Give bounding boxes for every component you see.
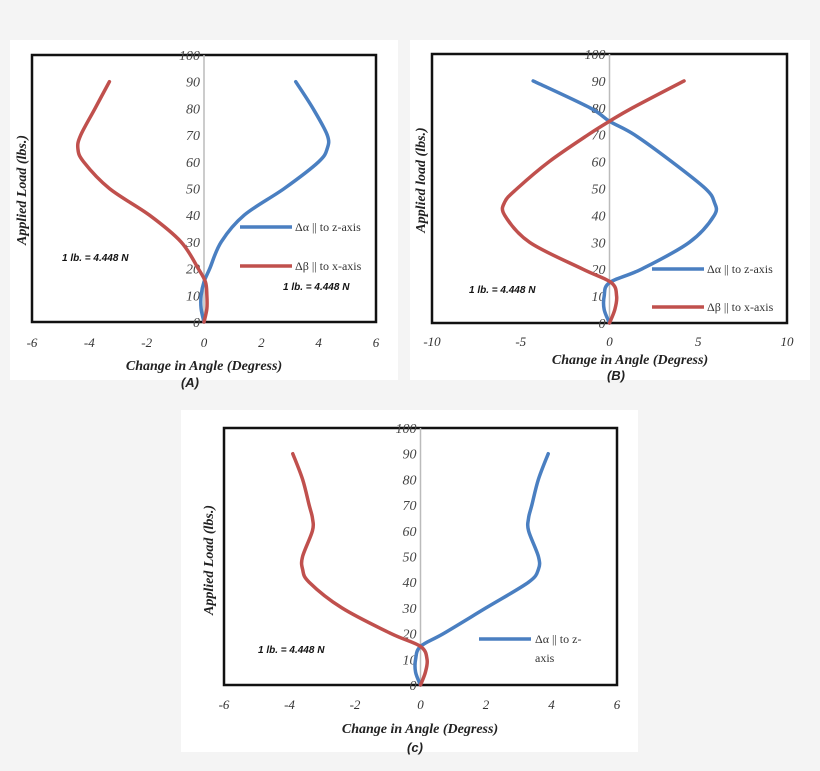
unit-note: 1 lb. = 4.448 N — [62, 253, 129, 264]
series-line-0 — [531, 79, 719, 325]
x-tick-label: -5 — [515, 334, 526, 349]
y-tick-label: 0 — [193, 316, 200, 331]
y-tick-label: 60 — [403, 525, 417, 540]
unit-note: 1 lb. = 4.448 N — [283, 282, 350, 293]
y-tick-label: 40 — [186, 209, 200, 224]
x-tick-label: -6 — [27, 335, 38, 350]
y-tick-label: 80 — [403, 473, 417, 488]
y-tick-label: 60 — [186, 156, 200, 171]
y-tick-label: 100 — [396, 422, 417, 437]
chart-caption: (A) — [181, 375, 199, 390]
x-tick-label: 4 — [548, 697, 555, 712]
y-tick-label: 0 — [599, 317, 606, 332]
y-axis-label: Applied Load (lbs.) — [202, 505, 217, 616]
x-tick-label: 0 — [606, 334, 613, 349]
series-line-1 — [75, 79, 209, 324]
y-tick-label: 100 — [179, 49, 200, 64]
y-tick-label: 40 — [592, 209, 606, 224]
y-tick-label: 60 — [592, 156, 606, 171]
x-tick-label: -4 — [84, 335, 95, 350]
series-line-0 — [199, 79, 331, 324]
x-tick-label: -4 — [284, 697, 295, 712]
series-line-1 — [291, 451, 430, 687]
x-tick-label: -10 — [423, 334, 441, 349]
chart-caption: (c) — [407, 740, 423, 755]
x-tick-label: 6 — [614, 697, 621, 712]
x-tick-label: 2 — [258, 335, 265, 350]
y-tick-label: 30 — [185, 236, 200, 251]
y-tick-label: 80 — [186, 102, 200, 117]
y-tick-label: 90 — [592, 75, 606, 90]
legend-label: Δα || to z-axis — [707, 262, 773, 276]
chart-caption: (B) — [607, 368, 625, 383]
series-line-0 — [413, 451, 550, 687]
x-axis-label: Change in Angle (Degress) — [342, 722, 498, 737]
y-tick-label: 80 — [592, 102, 606, 117]
y-tick-label: 10 — [186, 289, 200, 304]
y-tick-label: 50 — [592, 183, 606, 198]
x-tick-label: 0 — [201, 335, 208, 350]
y-tick-label: 90 — [186, 76, 200, 91]
y-tick-label: 50 — [403, 551, 417, 566]
x-axis-label: Change in Angle (Degress) — [552, 353, 708, 368]
series-line-1 — [500, 79, 686, 325]
legend-label: Δα || to z-axis — [295, 220, 361, 234]
x-tick-label: 2 — [483, 697, 490, 712]
x-tick-label: 5 — [695, 334, 702, 349]
y-tick-label: 40 — [403, 576, 417, 591]
legend-label: Δβ || to x-axis — [295, 259, 362, 273]
legend-label: Δα || to z- — [535, 632, 581, 646]
x-tick-label: 6 — [373, 335, 380, 350]
y-tick-label: 50 — [186, 183, 200, 198]
y-tick-label: 70 — [186, 129, 200, 144]
y-tick-label: 100 — [585, 48, 606, 63]
chart-panel — [181, 410, 638, 752]
x-axis-label: Change in Angle (Degress) — [126, 359, 282, 374]
legend-label: axis — [535, 651, 555, 665]
x-tick-label: -6 — [219, 697, 230, 712]
y-tick-label: 70 — [592, 129, 606, 144]
x-tick-label: -2 — [141, 335, 152, 350]
x-tick-label: 10 — [781, 334, 795, 349]
x-tick-label: 0 — [417, 697, 424, 712]
y-tick-label: 90 — [403, 448, 417, 463]
y-tick-label: 0 — [410, 679, 417, 694]
unit-note: 1 lb. = 4.448 N — [469, 285, 536, 296]
y-tick-label: 30 — [591, 236, 606, 251]
x-tick-label: -2 — [350, 697, 361, 712]
y-axis-label: Applied load (lbs.) — [414, 127, 429, 233]
unit-note: 1 lb. = 4.448 N — [258, 645, 325, 656]
y-tick-label: 70 — [403, 499, 417, 514]
y-axis-label: Applied Load (lbs.) — [15, 135, 30, 246]
y-tick-label: 10 — [403, 653, 417, 668]
x-tick-label: 4 — [315, 335, 322, 350]
y-tick-label: 30 — [402, 602, 417, 617]
legend-label: Δβ || to x-axis — [707, 300, 774, 314]
